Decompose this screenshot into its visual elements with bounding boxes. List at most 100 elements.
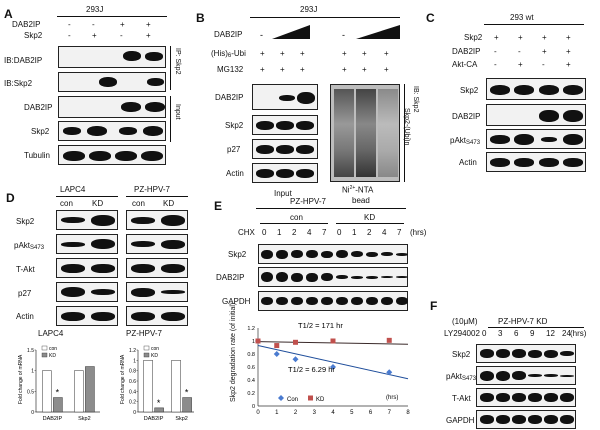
legend-marker-con <box>278 395 284 401</box>
panel-b-sign: + <box>342 65 347 74</box>
blot-band <box>396 297 408 305</box>
blot-d-p27-1 <box>126 282 188 302</box>
panel-f-blot-label: pAktS473 <box>446 372 477 383</box>
legend-label: con <box>151 346 159 352</box>
blot-band <box>261 297 273 305</box>
blot-band <box>131 263 155 273</box>
panel-c-sign: + <box>518 33 523 42</box>
panel-a-input-bracket <box>170 96 171 142</box>
tick-label: 1 <box>275 410 279 416</box>
blot-c-skp2 <box>486 78 586 100</box>
blot-band <box>336 297 348 305</box>
panel-a-sign: - <box>92 20 95 29</box>
panel-a-sign: + <box>92 31 97 40</box>
tick-label: 0.6 <box>247 365 255 371</box>
blot-b-ubi-smear <box>330 84 400 182</box>
category-label: Skp2 <box>78 416 91 422</box>
category-label: DAB2IP <box>144 416 164 422</box>
blot-band <box>480 370 494 381</box>
blot-a-tubulin <box>58 145 166 165</box>
blot-band <box>291 297 303 305</box>
tick-label: 1 <box>252 339 255 345</box>
panel-f-drug: LY294002 <box>444 329 480 338</box>
panel-d-blot-label: Skp2 <box>16 217 35 226</box>
panel-c-sign: + <box>566 60 571 69</box>
panel-b-ib-label: IB: Skp2 <box>412 86 419 113</box>
panel-b-blot-label: Actin <box>226 169 244 178</box>
tick-label: 8 <box>406 410 410 416</box>
blot-c-dab2ip <box>486 104 586 126</box>
tick-label: 0.4 <box>129 389 136 395</box>
blot-band <box>396 252 408 256</box>
panel-c-sign: + <box>566 33 571 42</box>
blot-band <box>544 393 558 402</box>
panel-d-col: con <box>132 199 145 208</box>
panel-d-col: KD <box>92 199 104 208</box>
point-kd <box>330 338 336 344</box>
tick-label: 0 <box>252 404 255 410</box>
panel-c-blot-label: DAB2IP <box>452 112 481 121</box>
panel-e-rule-kd <box>336 223 404 224</box>
panel-a-sign: + <box>120 20 125 29</box>
panel-b-sign: + <box>384 49 389 58</box>
legend-label: KD <box>151 353 158 359</box>
tick-label: 3 <box>313 410 317 416</box>
tick-label: 0.8 <box>247 352 255 358</box>
panel-d-group-1: PZ-HPV-7 <box>134 185 171 194</box>
blot-band <box>496 415 510 424</box>
panel-a-sign: + <box>146 31 151 40</box>
panel-c-cell-line: 293 wt <box>510 13 534 22</box>
blot-band <box>512 393 526 402</box>
blot-e-gapdh <box>258 291 408 311</box>
panel-c-cond-2: Akt-CA <box>452 60 478 69</box>
tick-label: 1 <box>31 369 34 375</box>
blot-f-skp2 <box>476 344 576 363</box>
blot-band <box>381 252 393 256</box>
blot-b-p27 <box>252 139 318 159</box>
panel-b-sign: + <box>342 49 347 58</box>
tick-label: 0.8 <box>129 369 136 375</box>
blot-band <box>131 216 155 224</box>
panel-c-sign: + <box>518 60 523 69</box>
panel-a-header-rule <box>57 16 167 17</box>
panel-f-blot-label: Skp2 <box>452 350 471 359</box>
tick-label: 1.2 <box>247 326 255 332</box>
panel-d-col: con <box>60 199 73 208</box>
panel-f-timepoint: 12 <box>546 329 555 338</box>
legend-label: KD <box>49 353 56 359</box>
panel-a-blot-label: DAB2IP <box>24 103 53 112</box>
tick-label: 0 <box>133 410 136 416</box>
blot-e-skp2 <box>258 244 408 264</box>
panel-f-timepoint: 24 <box>562 329 571 338</box>
panel-f-timepoint: 6 <box>514 329 519 338</box>
panel-b-dose-wedges: - - <box>260 25 400 40</box>
panel-e-timepoint: 2 <box>292 228 297 237</box>
panel-e-cell-line: PZ-HPV-7 <box>290 197 327 206</box>
blot-band <box>276 272 288 282</box>
blot-d-pakt-1 <box>126 234 188 254</box>
point-kd <box>274 343 280 349</box>
point-kd <box>293 339 298 345</box>
tick-label: 0 <box>256 410 260 416</box>
panel-c-sign: - <box>494 47 497 56</box>
panel-b-cond-2: MG132 <box>217 65 244 74</box>
panel-d-rule-0 <box>56 196 118 197</box>
panel-d-chart-title-0: LAPC4 <box>38 329 64 338</box>
blot-band <box>161 290 185 294</box>
blot-band <box>544 415 558 424</box>
point-kd <box>386 337 392 343</box>
point-con <box>330 364 336 370</box>
blot-band <box>291 250 303 258</box>
panel-b-sign: + <box>300 65 305 74</box>
blot-band <box>480 349 494 358</box>
panel-a-blot-label: Tubulin <box>24 151 50 160</box>
blot-f-pakt <box>476 366 576 385</box>
blot-band <box>528 415 542 424</box>
bar-con <box>171 360 181 413</box>
panel-f-treatment: (10μM) <box>452 317 478 326</box>
blot-b-skp2 <box>252 115 318 135</box>
legend-marker-kd <box>308 395 313 401</box>
blot-band <box>131 311 155 321</box>
legend-swatch <box>41 352 48 358</box>
